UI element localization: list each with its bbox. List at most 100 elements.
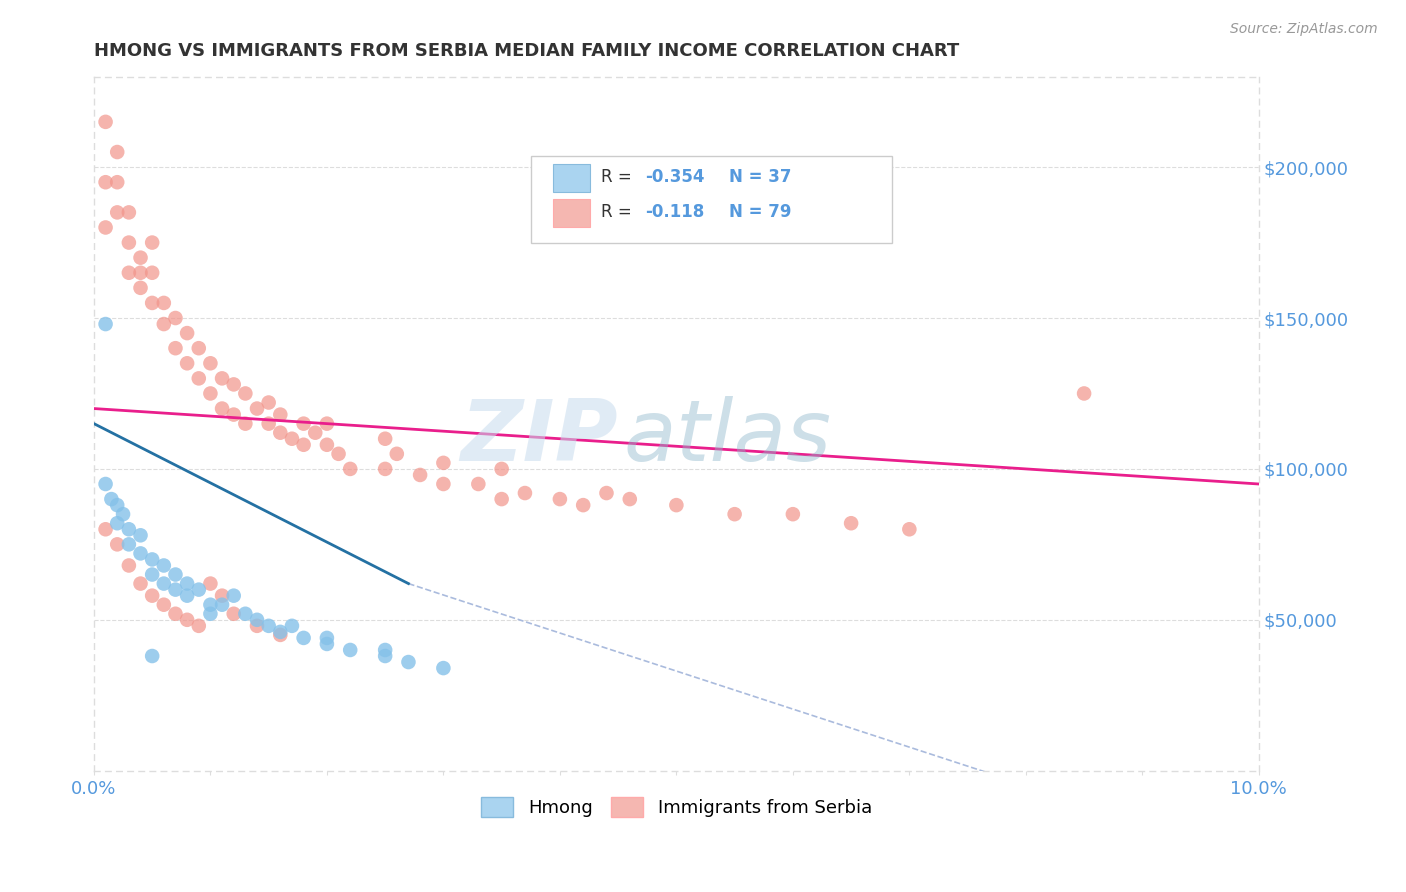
Point: [118, 522, 141, 536]
Point: [176, 589, 198, 603]
Point: [246, 619, 269, 633]
Point: [176, 576, 198, 591]
Point: [222, 377, 245, 392]
Point: [105, 175, 128, 189]
Point: [491, 492, 513, 507]
Point: [118, 205, 141, 219]
Text: -0.354: -0.354: [645, 169, 704, 186]
Point: [595, 486, 617, 500]
Point: [211, 589, 233, 603]
Point: [374, 462, 396, 476]
Point: [129, 281, 152, 295]
Point: [105, 145, 128, 159]
Point: [211, 598, 233, 612]
Point: [211, 401, 233, 416]
Point: [129, 266, 152, 280]
Point: [141, 552, 163, 566]
Point: [94, 477, 117, 491]
Point: [176, 613, 198, 627]
Point: [105, 205, 128, 219]
Point: [665, 498, 688, 512]
Point: [153, 317, 176, 331]
Point: [165, 607, 187, 621]
Point: [187, 619, 209, 633]
Point: [723, 507, 745, 521]
Point: [328, 447, 350, 461]
Point: [94, 522, 117, 536]
Point: [100, 492, 122, 507]
Point: [153, 576, 176, 591]
Point: [129, 546, 152, 560]
Text: R =: R =: [600, 203, 643, 221]
Point: [269, 624, 291, 639]
Point: [200, 607, 222, 621]
Point: [118, 558, 141, 573]
Text: R =: R =: [600, 169, 637, 186]
Point: [898, 522, 921, 536]
Point: [165, 311, 187, 326]
FancyBboxPatch shape: [553, 199, 591, 227]
Point: [118, 235, 141, 250]
Point: [269, 425, 291, 440]
Point: [141, 589, 163, 603]
Point: [619, 492, 641, 507]
Point: [235, 607, 257, 621]
Point: [374, 432, 396, 446]
Point: [153, 598, 176, 612]
Point: [222, 589, 245, 603]
Point: [548, 492, 571, 507]
Point: [513, 486, 536, 500]
Point: [339, 643, 361, 657]
Point: [316, 438, 339, 452]
Point: [200, 356, 222, 370]
Point: [129, 528, 152, 542]
Point: [316, 637, 339, 651]
FancyBboxPatch shape: [553, 164, 591, 192]
Legend: Hmong, Immigrants from Serbia: Hmong, Immigrants from Serbia: [474, 789, 879, 824]
Point: [200, 598, 222, 612]
Point: [200, 386, 222, 401]
Point: [246, 401, 269, 416]
Point: [491, 462, 513, 476]
Text: ZIP: ZIP: [461, 396, 619, 479]
Point: [153, 296, 176, 310]
Point: [281, 432, 304, 446]
Point: [257, 417, 280, 431]
Point: [292, 417, 315, 431]
Text: N = 79: N = 79: [728, 203, 792, 221]
Point: [281, 619, 304, 633]
Point: [94, 175, 117, 189]
Point: [165, 567, 187, 582]
Point: [398, 655, 420, 669]
Point: [257, 395, 280, 409]
Point: [257, 619, 280, 633]
Point: [187, 582, 209, 597]
Point: [165, 582, 187, 597]
Point: [94, 317, 117, 331]
Point: [129, 576, 152, 591]
Text: HMONG VS IMMIGRANTS FROM SERBIA MEDIAN FAMILY INCOME CORRELATION CHART: HMONG VS IMMIGRANTS FROM SERBIA MEDIAN F…: [94, 42, 959, 60]
Point: [246, 613, 269, 627]
Point: [222, 607, 245, 621]
Point: [141, 567, 163, 582]
Point: [385, 447, 408, 461]
Point: [112, 507, 135, 521]
Point: [141, 266, 163, 280]
Point: [141, 235, 163, 250]
Point: [432, 456, 454, 470]
Point: [187, 341, 209, 355]
Point: [94, 115, 117, 129]
Text: N = 37: N = 37: [728, 169, 792, 186]
Point: [153, 558, 176, 573]
Point: [269, 628, 291, 642]
Point: [94, 220, 117, 235]
Point: [200, 576, 222, 591]
FancyBboxPatch shape: [531, 156, 891, 244]
Point: [118, 0, 141, 8]
Point: [374, 643, 396, 657]
Point: [235, 417, 257, 431]
Point: [374, 648, 396, 663]
Point: [467, 477, 489, 491]
Point: [105, 516, 128, 531]
Point: [118, 537, 141, 551]
